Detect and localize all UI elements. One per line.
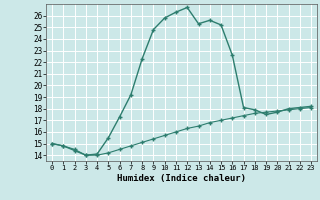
- X-axis label: Humidex (Indice chaleur): Humidex (Indice chaleur): [117, 174, 246, 183]
